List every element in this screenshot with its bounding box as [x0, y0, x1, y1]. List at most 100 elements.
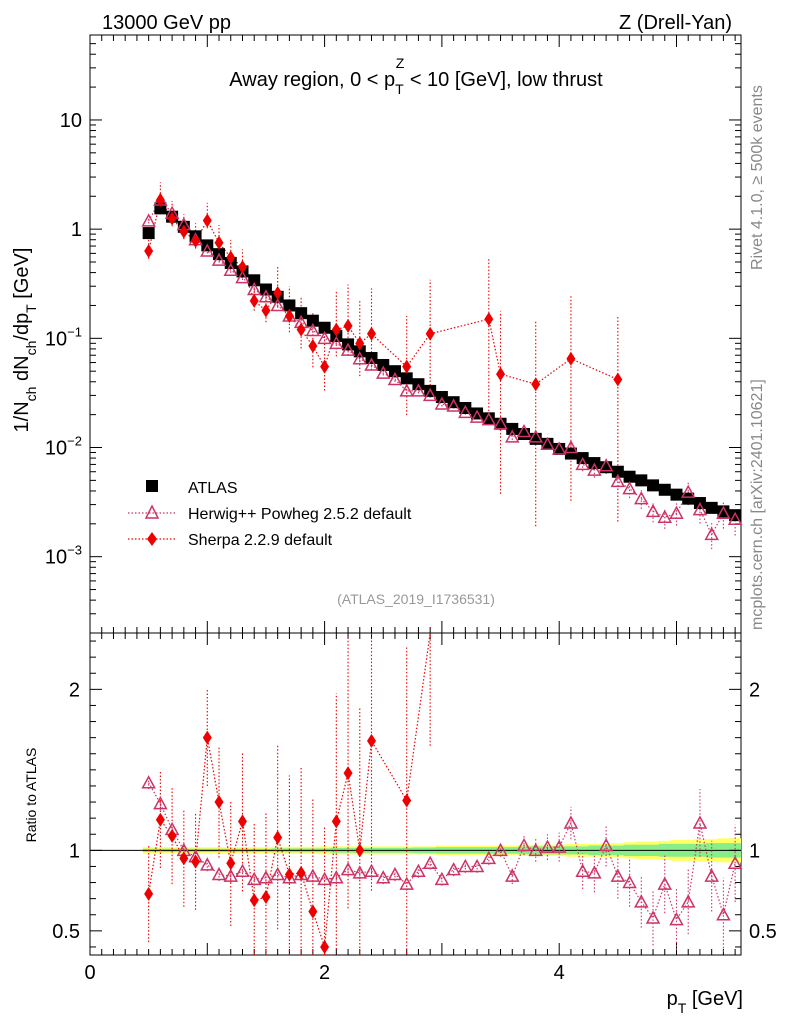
atlas-point [306, 314, 319, 327]
ratio-herwig-point [704, 868, 719, 882]
atlas-point [248, 274, 261, 287]
atlas-point [729, 509, 742, 522]
ratio-sherpa-point [226, 856, 236, 871]
sherpa-point [613, 372, 623, 387]
ratio-x-tick-label: 0 [84, 962, 95, 984]
ratio-y-tick-label-right: 1 [749, 840, 760, 862]
ratio-sherpa-point [261, 890, 271, 905]
ratio-y-ticks: 0.5 0.5 1 1 2 2 [52, 640, 777, 948]
sherpa-point [273, 286, 283, 301]
ratio-sherpa-point [320, 939, 330, 954]
sherpa-point [261, 303, 271, 318]
ratio-herwig-point [680, 894, 696, 908]
main-y-axis-label: 1/Nch dNch/dpT [GeV] [11, 248, 39, 433]
ratio-herwig-point [587, 865, 602, 879]
main-title: Away region, 0 < pTZ < 10 [GeV], low thr… [229, 55, 603, 97]
atlas-point [506, 422, 519, 435]
ratio-herwig-point [211, 866, 227, 881]
atlas-point [658, 483, 671, 496]
ratio-herwig-point [575, 863, 590, 878]
legend: ATLAS Herwig++ Powheg 2.5.2 default Sher… [128, 480, 412, 549]
herwig-point [622, 481, 637, 495]
main-x-ticks [89, 35, 736, 633]
main-series-group [141, 182, 743, 550]
ratio-herwig-point [422, 855, 438, 869]
herwig-point [716, 505, 731, 519]
herwig-point [657, 509, 673, 523]
x-axis-label: pT [GeV] [667, 988, 743, 1016]
ratio-sherpa-point [191, 854, 201, 869]
herwig-point [727, 511, 743, 526]
herwig-point [223, 262, 239, 277]
ratio-sherpa-point [296, 865, 306, 880]
ratio-sherpa-point [214, 795, 224, 810]
atlas-point [670, 488, 683, 501]
sherpa-point [484, 312, 494, 327]
ratio-sherpa-point [343, 766, 353, 781]
legend-sherpa-marker [147, 532, 157, 546]
ratio-herwig-point [258, 870, 274, 884]
ratio-panel: Ratio to ATLAS 0.5 0.5 1 1 2 2 0 2 4 pT [GeV] [23, 632, 777, 1016]
sherpa-point [355, 336, 365, 351]
herwig-point [200, 243, 215, 257]
ratio-sherpa-point [237, 814, 247, 829]
herwig-point [446, 398, 461, 412]
herwig-point [458, 404, 473, 419]
ratio-x-tick-label: 2 [319, 962, 330, 984]
ratio-herwig-point [446, 862, 461, 876]
atlas-point [682, 492, 695, 505]
herwig-point [141, 213, 156, 227]
atlas-point [142, 227, 155, 240]
atlas-point [283, 299, 296, 312]
herwig-point [692, 502, 708, 516]
ratio-sherpa-point [284, 867, 294, 882]
ratio-herwig-point [141, 775, 156, 789]
herwig-point [434, 396, 450, 410]
ratio-herwig-point [305, 868, 321, 882]
atlas-point [635, 474, 648, 487]
sherpa-point [284, 309, 294, 324]
ratio-sherpa-point [202, 730, 212, 745]
herwig-point [669, 505, 684, 519]
ratio-sherpa-point [273, 830, 283, 845]
ratio-sherpa-point [308, 904, 318, 919]
ratio-sherpa-point [331, 814, 341, 829]
atlas-point [717, 505, 730, 518]
ratio-herwig-point [246, 871, 262, 886]
atlas-point [564, 447, 577, 460]
ratio-y-tick-label-left: 1 [69, 840, 80, 862]
legend-herwig-marker [144, 504, 160, 519]
herwig-point [645, 503, 661, 518]
sherpa-point [249, 293, 259, 308]
sherpa-point [425, 326, 435, 341]
sherpa-point [402, 359, 412, 374]
herwig-point [587, 462, 602, 476]
header-right: Z (Drell-Yan) [619, 12, 732, 34]
ratio-herwig-point [481, 850, 497, 865]
atlas-point [541, 437, 554, 450]
herwig-point [610, 473, 626, 488]
atlas-point [400, 372, 413, 385]
ratio-x-ticks: 0 2 4 [84, 633, 736, 984]
ratio-herwig-point [270, 866, 285, 881]
ratio-herwig-point [610, 868, 626, 882]
legend-atlas-label: ATLAS [188, 480, 238, 497]
herwig-point [540, 436, 555, 451]
herwig-point [270, 297, 285, 312]
atlas-point [482, 412, 495, 425]
ratio-sherpa-point [402, 793, 412, 808]
sherpa-line [148, 198, 619, 385]
sherpa-point [331, 322, 341, 337]
herwig-point [551, 441, 567, 455]
atlas-point [553, 442, 566, 455]
sherpa-point [214, 235, 224, 250]
ratio-herwig-point [364, 863, 379, 878]
herwig-point [258, 289, 274, 303]
ratio-sherpa-point [367, 733, 377, 748]
ratio-sherpa-point [144, 886, 154, 901]
ratio-herwig-point [516, 837, 532, 852]
sherpa-point [343, 318, 353, 333]
main-y-tick-label: 10 [60, 110, 82, 132]
ratio-herwig-point [153, 796, 168, 810]
herwig-point [329, 335, 344, 350]
